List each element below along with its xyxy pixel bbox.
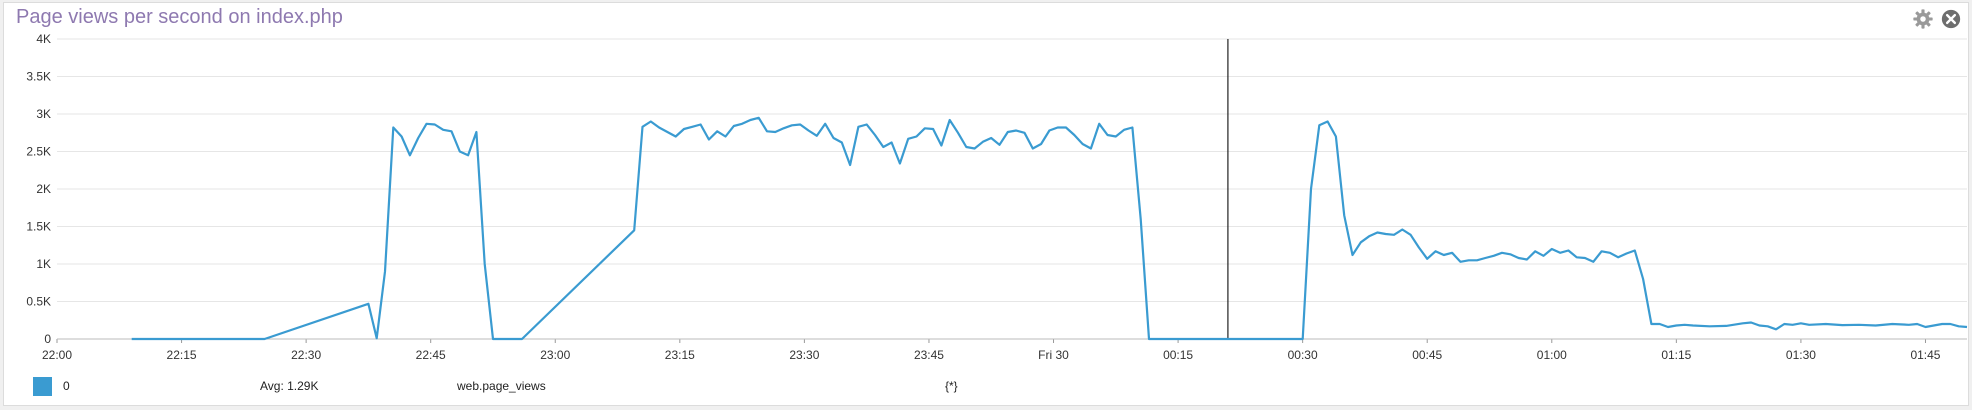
x-tick-label: 23:15 <box>665 348 695 362</box>
legend: 0 Avg: 1.29K web.page_views {*} <box>4 375 1970 399</box>
timeseries-widget: Page views per second on index.php 0 0.5K… <box>3 2 1969 406</box>
close-icon[interactable] <box>1940 8 1962 30</box>
x-tick-label: 00:45 <box>1412 348 1442 362</box>
y-tick-label: 1K <box>36 257 51 271</box>
y-tick-label: 2.5K <box>26 145 51 159</box>
y-tick-label: 1.5K <box>26 220 51 234</box>
x-tick-label: 23:30 <box>789 348 819 362</box>
y-tick-label: 0.5K <box>26 295 51 309</box>
gear-icon[interactable] <box>1912 8 1934 30</box>
x-tick-label: 23:45 <box>914 348 944 362</box>
y-tick-label: 2K <box>36 182 51 196</box>
x-tick-label: 00:15 <box>1163 348 1193 362</box>
x-tick-label: 22:15 <box>167 348 197 362</box>
legend-avg: Avg: 1.29K <box>260 379 319 393</box>
x-tick-label: 01:45 <box>1910 348 1940 362</box>
legend-series-label: 0 <box>63 379 70 393</box>
x-tick-label: 01:15 <box>1661 348 1691 362</box>
legend-scope: {*} <box>945 379 958 393</box>
y-tick-label: 4K <box>36 32 51 46</box>
widget-title: Page views per second on index.php <box>16 6 343 28</box>
y-tick-label: 0 <box>44 332 51 346</box>
y-tick-label: 3K <box>36 107 51 121</box>
x-tick-label: 22:45 <box>416 348 446 362</box>
x-axis: 22:00 22:15 22:30 22:45 23:00 23:15 23:30 23:45… <box>42 339 1941 362</box>
grid-lines <box>57 38 1967 340</box>
x-tick-label: Fri 30 <box>1038 348 1069 362</box>
series-line-0[interactable] <box>131 116 1968 341</box>
x-tick-label: 22:00 <box>42 348 72 362</box>
widget-controls <box>1912 8 1962 30</box>
x-tick-label: 22:30 <box>291 348 321 362</box>
x-tick-label: 23:00 <box>540 348 570 362</box>
legend-swatch[interactable] <box>33 377 52 396</box>
x-tick-label: 01:30 <box>1786 348 1816 362</box>
x-tick-label: 01:00 <box>1537 348 1567 362</box>
legend-metric: web.page_views <box>457 379 546 393</box>
line-chart[interactable]: 0 0.5K 1K 1.5K 2K 2.5K 3K 3.5K 4K 22:00 22:15 22:3… <box>4 3 1970 375</box>
x-tick-label: 00:30 <box>1288 348 1318 362</box>
y-tick-label: 3.5K <box>26 70 51 84</box>
y-axis: 0 0.5K 1K 1.5K 2K 2.5K 3K 3.5K 4K <box>26 32 51 346</box>
